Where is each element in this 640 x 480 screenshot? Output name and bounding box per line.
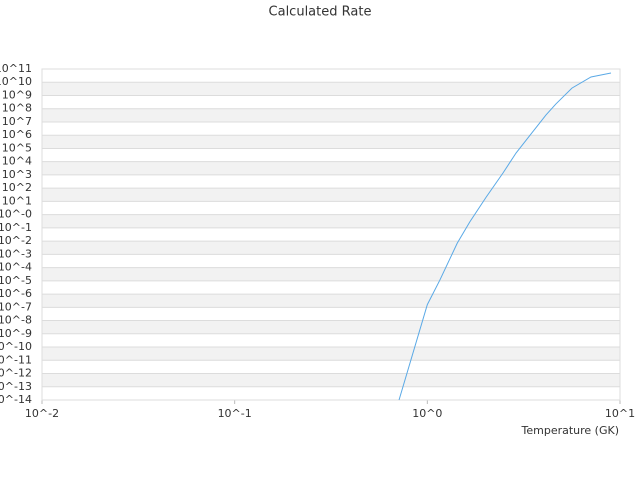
x-tick-label: 10^-1 bbox=[218, 407, 252, 420]
grid-band bbox=[42, 161, 620, 175]
y-tick-label: 10^-9 bbox=[0, 327, 32, 340]
y-tick-label: 10^-5 bbox=[0, 274, 32, 287]
plot-area bbox=[42, 68, 620, 401]
y-tick-label: 10^5 bbox=[2, 141, 32, 154]
y-tick-label: 10^7 bbox=[2, 115, 32, 128]
plot-frame bbox=[41, 68, 621, 401]
line-series bbox=[398, 72, 612, 401]
y-tick-label: 10^3 bbox=[2, 168, 32, 181]
y-tick-label: 10^-14 bbox=[0, 393, 32, 406]
y-tick-label: 10^4 bbox=[2, 155, 32, 168]
y-tick-label: 10^-10 bbox=[0, 340, 32, 353]
y-tick-label: 10^1 bbox=[2, 194, 32, 207]
y-tick-label: 10^-2 bbox=[0, 234, 32, 247]
grid-band bbox=[42, 82, 620, 96]
y-tick-label: 10^10 bbox=[0, 75, 32, 88]
y-tick-label: 10^-0 bbox=[0, 208, 32, 221]
chart-title: Calculated Rate bbox=[269, 5, 372, 20]
y-tick-label: 10^-4 bbox=[0, 261, 32, 274]
grid-band bbox=[42, 294, 620, 308]
grid-band bbox=[42, 267, 620, 281]
grid-band bbox=[42, 108, 620, 122]
grid-band bbox=[42, 241, 620, 255]
grid-band bbox=[42, 188, 620, 202]
y-tick-label: 10^11 bbox=[0, 62, 32, 75]
y-tick-label: 10^-7 bbox=[0, 300, 32, 313]
y-tick-label: 10^-3 bbox=[0, 247, 32, 260]
grid-band bbox=[42, 373, 620, 387]
grid-band bbox=[42, 214, 620, 228]
y-tick-label: 10^-6 bbox=[0, 287, 32, 300]
y-tick-label: 10^-8 bbox=[0, 314, 32, 327]
y-tick-label: 10^-13 bbox=[0, 380, 32, 393]
y-tick-label: 10^9 bbox=[2, 88, 32, 101]
grid-band bbox=[42, 320, 620, 334]
x-axis-label: Temperature (GK) bbox=[521, 424, 620, 437]
y-tick-label: 10^-11 bbox=[0, 353, 32, 366]
y-tick-label: 10^2 bbox=[2, 181, 32, 194]
y-tick-label: 10^6 bbox=[2, 128, 32, 141]
grid-band bbox=[42, 135, 620, 149]
x-tick-label: 10^1 bbox=[605, 407, 635, 420]
grid-band bbox=[42, 347, 620, 361]
x-tick-label: 10^-2 bbox=[25, 407, 59, 420]
y-tick-label: 10^8 bbox=[2, 102, 32, 115]
x-tick-label: 10^0 bbox=[412, 407, 442, 420]
y-tick-label: 10^-12 bbox=[0, 367, 32, 380]
y-tick-label: 10^-1 bbox=[0, 221, 32, 234]
